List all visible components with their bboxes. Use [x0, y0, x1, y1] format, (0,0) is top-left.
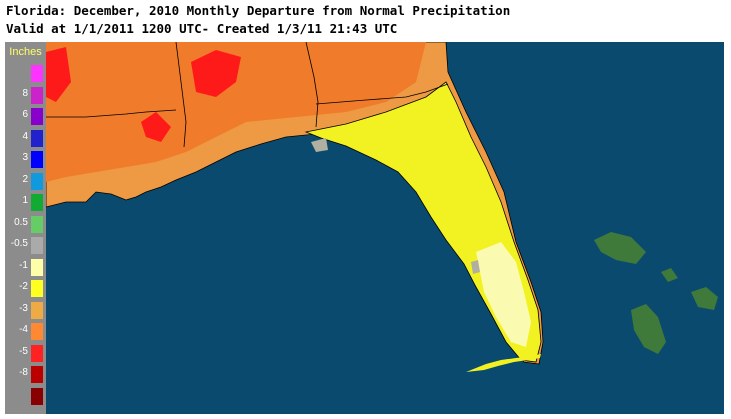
legend-swatch — [31, 301, 43, 319]
precip-map — [46, 42, 724, 414]
legend-swatch — [31, 280, 43, 297]
legend-label: 0.5 — [14, 216, 28, 228]
legend-row — [5, 387, 46, 406]
legend-row: -2 — [5, 279, 46, 298]
state-boundary-4 — [46, 109, 177, 118]
legend-label: -1 — [19, 259, 28, 271]
legend-swatch — [31, 215, 43, 233]
legend-swatch — [31, 366, 43, 383]
legend-row: 3 — [5, 150, 46, 169]
legend-row: -8 — [5, 365, 46, 384]
legend-swatch — [31, 108, 43, 125]
legend-row: 4 — [5, 129, 46, 148]
legend-row: -0.5 — [5, 236, 46, 255]
state-boundary-3 — [315, 83, 449, 105]
legend-swatch — [31, 172, 43, 190]
legend-swatch — [31, 258, 43, 276]
legend-label: -4 — [19, 324, 28, 335]
florida-keys — [466, 354, 541, 372]
legend-row: 8 — [5, 86, 46, 105]
legend-row — [5, 64, 46, 83]
land-light-yellow — [476, 242, 531, 347]
legend-swatch — [31, 237, 43, 254]
bahamas-4 — [661, 268, 678, 282]
land-yellow — [304, 81, 542, 363]
map-svg — [46, 42, 724, 414]
legend-label: 6 — [22, 109, 28, 120]
legend-swatch — [31, 323, 43, 340]
legend-swatch — [31, 65, 43, 82]
legend-label: 4 — [22, 130, 28, 142]
legend-swatch — [31, 129, 43, 147]
legend-label: -5 — [19, 345, 28, 357]
land-red-1 — [191, 50, 241, 97]
legend-swatch — [31, 194, 43, 211]
legend-row: 0.5 — [5, 215, 46, 234]
land-gray-1 — [311, 138, 328, 152]
legend-label: 1 — [22, 195, 28, 206]
legend-row: -3 — [5, 301, 46, 320]
legend-row: -5 — [5, 344, 46, 363]
bahamas-1 — [594, 232, 646, 264]
land-red-2 — [141, 112, 171, 142]
legend-row: -1 — [5, 258, 46, 277]
land-gray-2 — [471, 260, 480, 274]
bahamas-3 — [691, 287, 718, 310]
legend-swatch — [31, 387, 43, 405]
legend-row: 1 — [5, 193, 46, 212]
legend-title: Inches — [9, 46, 42, 58]
legend-swatch — [31, 86, 43, 104]
legend-row: 6 — [5, 107, 46, 126]
map-title: Florida: December, 2010 Monthly Departur… — [6, 2, 510, 38]
legend-label: -8 — [19, 367, 28, 378]
precip-legend: Inches 8 6 4 3 2 1 0.5 -0.5 -1 -2 -3 -4 -5 -8 — [5, 42, 46, 414]
legend-swatch — [31, 151, 43, 168]
legend-label: -0.5 — [10, 238, 28, 249]
legend-label: 3 — [22, 152, 28, 163]
legend-label: -3 — [19, 302, 28, 314]
title-line-2: Valid at 1/1/2011 1200 UTC- Created 1/3/… — [6, 21, 398, 36]
land-dark-orange — [46, 42, 426, 182]
legend-label: 2 — [22, 173, 28, 185]
bahamas-2 — [631, 304, 666, 354]
state-boundary-1 — [175, 42, 187, 148]
legend-label: 8 — [22, 87, 28, 99]
title-line-1: Florida: December, 2010 Monthly Departur… — [6, 3, 511, 18]
legend-swatch — [31, 344, 43, 362]
state-boundary-2 — [305, 42, 319, 128]
legend-row: 2 — [5, 172, 46, 191]
land-red-3 — [46, 47, 71, 102]
legend-row: -4 — [5, 322, 46, 341]
legend-label: -2 — [19, 281, 28, 292]
